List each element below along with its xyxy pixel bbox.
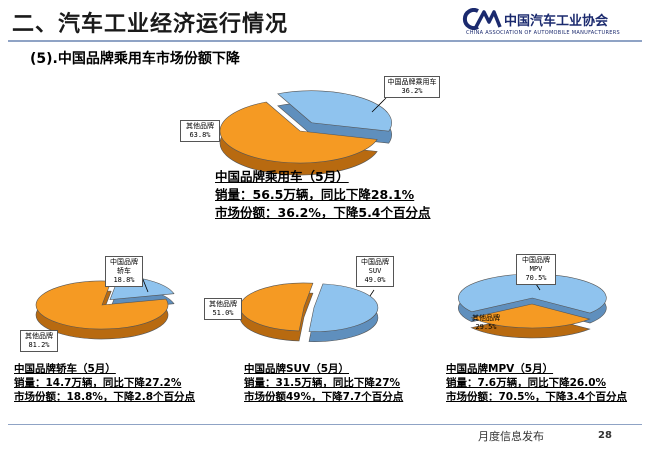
pie-2-brand-value: 18.8% <box>113 276 135 284</box>
pie-1-caption-sales: 销量：56.5万辆，同比下降28.1% <box>215 187 415 202</box>
page-number: 28 <box>598 430 612 441</box>
pie-1-leader-line <box>371 97 387 113</box>
pie-2-other-category: 其他品牌 <box>25 332 53 340</box>
pie-2-caption-sales: 销量：14.7万辆，同比下降27.2% <box>14 377 182 389</box>
pie-3-brand-category: 中国品牌SUV <box>361 258 389 275</box>
pie-2-brand-label: 中国品牌轿车 18.8% <box>105 256 143 287</box>
pie-1-caption: 中国品牌乘用车（5月） 销量：56.5万辆，同比下降28.1% 市场份额：36.… <box>215 168 431 222</box>
pie-3-caption-title: 中国品牌SUV（5月） <box>244 363 350 375</box>
pie-3-other-label: 其他品牌 51.0% <box>204 298 242 320</box>
pie-3-caption-sales: 销量：31.5万辆，同比下降27% <box>244 377 401 389</box>
pie-4-leader-line <box>535 283 541 291</box>
pie-3-leader-line <box>369 289 375 297</box>
page-title: 二、汽车工业经济运行情况 <box>12 12 289 37</box>
section-subtitle: (5).中国品牌乘用车市场份额下降 <box>30 51 240 67</box>
pie-3-caption-share: 市场份额49%，下降7.7个百分点 <box>244 391 404 403</box>
pie-1-caption-title: 中国品牌乘用车（5月） <box>215 169 349 184</box>
logo-subtext: CHINA ASSOCIATION OF AUTOMOBILE MANUFACT… <box>466 30 620 36</box>
pie-1-other-category: 其他品牌 <box>186 122 214 130</box>
pie-4-caption-share: 市场份额：70.5%，下降3.4个百分点 <box>446 391 628 403</box>
pie-4-brand-category: 中国品牌MPV <box>522 256 550 273</box>
pie-4-brand-value: 70.5% <box>525 274 547 282</box>
pie-1-other-label: 其他品牌 63.8% <box>180 120 220 142</box>
pie-4-caption-sales: 销量：7.6万辆，同比下降26.0% <box>446 377 607 389</box>
footer-divider <box>8 424 642 425</box>
pie-4-brand-label: 中国品牌MPV 70.5% <box>516 254 556 285</box>
pie-1-brand-category: 中国品牌乘用车 <box>387 78 437 86</box>
header-divider <box>8 40 642 42</box>
pie-2-other-value: 81.2% <box>28 341 50 349</box>
pie-3-other-value: 51.0% <box>212 309 234 317</box>
pie-3-other-category: 其他品牌 <box>209 300 237 308</box>
pie-1-brand-value: 36.2% <box>401 87 423 95</box>
pie-4-slice-2 <box>470 303 591 329</box>
logo-text: 中国汽车工业协会 <box>504 14 609 29</box>
pie-1-caption-share: 市场份额：36.2%，下降5.4个百分点 <box>215 205 431 220</box>
pie-2-slice-2 <box>35 280 169 330</box>
pie-4-other-category: 其他品牌 <box>472 314 500 322</box>
association-logo: 中国汽车工业协会 CHINA ASSOCIATION OF AUTOMOBILE… <box>458 6 638 42</box>
caam-logo-icon <box>462 8 502 30</box>
pie-1-other-value: 63.8% <box>189 131 211 139</box>
pie-2-caption: 中国品牌轿车（5月） 销量：14.7万辆，同比下降27.2% 市场份额：18.8… <box>14 362 195 404</box>
pie-3-slice-1 <box>308 283 379 332</box>
pie-3-caption: 中国品牌SUV（5月） 销量：31.5万辆，同比下降27% 市场份额49%，下降… <box>244 362 403 404</box>
pie-1-brand-label: 中国品牌乘用车 36.2% <box>384 76 440 98</box>
pie-4-caption: 中国品牌MPV（5月） 销量：7.6万辆，同比下降26.0% 市场份额：70.5… <box>446 362 627 404</box>
pie-2-caption-share: 市场份额：18.8%，下降2.8个百分点 <box>14 391 196 403</box>
pie-3-brand-label: 中国品牌SUV 49.0% <box>356 256 394 287</box>
pie-1-slice-1 <box>277 90 392 132</box>
pie-2-other-label: 其他品牌 81.2% <box>20 330 58 352</box>
pie-3-brand-value: 49.0% <box>364 276 386 284</box>
footer-text: 月度信息发布 <box>478 430 544 443</box>
pie-1-slice-2 <box>219 101 378 164</box>
pie-2-caption-title: 中国品牌轿车（5月） <box>14 363 116 375</box>
pie-2-brand-category: 中国品牌轿车 <box>110 258 138 275</box>
pie-4-other-value: 29.5% <box>475 323 497 331</box>
pie-4-other-label: 其他品牌 29.5% <box>466 313 506 333</box>
pie-4-caption-title: 中国品牌MPV（5月） <box>446 363 554 375</box>
